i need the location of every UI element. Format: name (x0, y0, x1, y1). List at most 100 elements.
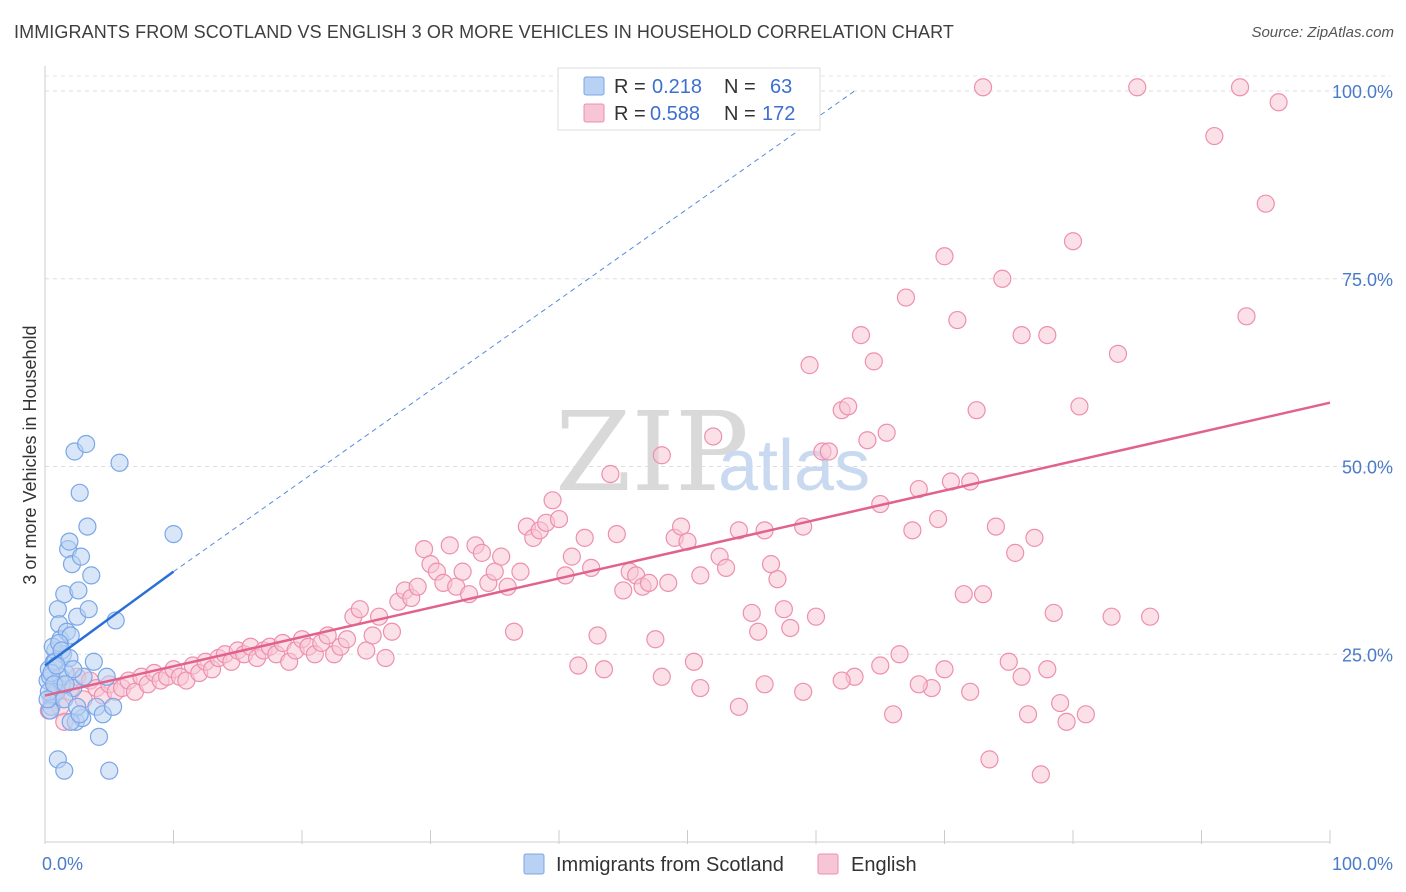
legend-n-label-1: N = (724, 103, 756, 125)
point-english (980, 750, 999, 769)
point-english (1128, 78, 1147, 97)
bottom-legend: Immigrants from Scotland English (523, 853, 917, 876)
point-english (742, 603, 761, 623)
point-english (582, 558, 601, 577)
point-english (1140, 607, 1160, 626)
watermark: ZIP atlas (555, 388, 870, 516)
point-english (691, 678, 710, 698)
point-english (569, 656, 588, 675)
point-scotland (100, 761, 119, 780)
point-english (973, 585, 993, 604)
point-english (993, 269, 1012, 288)
point-english (839, 397, 858, 416)
point-english (864, 352, 883, 371)
point-english (671, 517, 691, 536)
point-english (729, 697, 749, 716)
point-english (883, 705, 903, 724)
point-scotland (82, 566, 101, 585)
point-english (1076, 705, 1095, 724)
point-scotland (79, 600, 98, 619)
point-english (414, 540, 434, 559)
point-scotland (84, 652, 103, 671)
point-english (890, 645, 909, 664)
point-english (1237, 307, 1256, 326)
point-english (967, 401, 986, 420)
point-english (639, 573, 659, 593)
point-english (485, 562, 504, 581)
point-english (594, 660, 614, 679)
point-english (794, 682, 813, 701)
point-english (832, 671, 851, 690)
watermark-atlas: atlas (718, 426, 870, 506)
point-scotland (69, 581, 88, 600)
point-scotland (71, 547, 91, 566)
bottom-legend-swatch-pink (817, 853, 839, 875)
point-english (1012, 667, 1031, 686)
points-layer (38, 78, 1288, 784)
trend-layer (44, 90, 1331, 697)
point-english (973, 78, 993, 97)
point-english (1018, 705, 1038, 724)
point-scotland (60, 532, 79, 551)
y-axis-label: 3 or more Vehicles in Household (20, 325, 40, 584)
point-english (761, 555, 781, 574)
point-english (1057, 712, 1076, 731)
point-english (935, 247, 954, 266)
point-english (909, 675, 928, 694)
point-scotland (164, 524, 183, 544)
point-english (601, 464, 620, 484)
point-english (877, 423, 896, 442)
source-label: Source: ZipAtlas.com (1251, 24, 1394, 41)
bottom-legend-label-pink: English (851, 854, 917, 876)
bottom-legend-label-blue: Immigrants from Scotland (556, 854, 784, 876)
y-tick-label: 75.0% (1342, 270, 1393, 290)
point-scotland (64, 660, 83, 679)
point-scotland (78, 517, 97, 536)
point-english (768, 570, 787, 589)
point-english (652, 446, 671, 465)
point-english (755, 675, 774, 694)
point-scotland (55, 761, 74, 780)
point-english (543, 491, 562, 510)
point-english (1205, 126, 1224, 146)
bottom-legend-swatch-blue (523, 853, 545, 875)
point-english (1230, 78, 1250, 97)
point-english (659, 573, 678, 593)
tick-labels: 25.0% 50.0% 75.0% 100.0% 0.0% 100.0% (42, 82, 1393, 874)
point-english (1031, 765, 1050, 784)
point-english (1051, 693, 1070, 713)
point-english (588, 626, 607, 645)
legend-r-value-0: 0.218 (652, 76, 702, 98)
point-english (716, 558, 736, 577)
y-tick-label: 50.0% (1342, 458, 1393, 478)
y-tick-label: 25.0% (1342, 645, 1393, 665)
point-english (999, 652, 1018, 671)
point-scotland (77, 434, 96, 454)
chart-title: IMMIGRANTS FROM SCOTLAND VS ENGLISH 3 OR… (14, 22, 954, 42)
trend-line-scotland-extension (173, 90, 855, 573)
point-english (357, 641, 376, 660)
point-english (382, 622, 402, 641)
point-english (607, 524, 626, 544)
point-english (1012, 325, 1031, 345)
point-english (1102, 607, 1121, 626)
point-scotland (104, 697, 123, 716)
legend-r-label-0: R = (614, 76, 646, 98)
point-english (1025, 528, 1044, 547)
point-english (549, 509, 569, 529)
point-english (858, 431, 877, 450)
y-tick-label: 100.0% (1332, 82, 1393, 102)
point-english (1269, 93, 1288, 112)
point-english (440, 536, 459, 555)
point-english (1044, 603, 1063, 623)
point-english (1070, 397, 1089, 416)
point-scotland (56, 675, 75, 694)
point-english (562, 547, 581, 566)
point-english (896, 288, 916, 307)
point-english (350, 600, 369, 619)
point-english (871, 656, 890, 675)
point-english (774, 600, 793, 619)
legend: R = 0.218 N = 63 R = 0.588 N = 172 (557, 67, 821, 131)
legend-swatch-blue (583, 76, 605, 96)
